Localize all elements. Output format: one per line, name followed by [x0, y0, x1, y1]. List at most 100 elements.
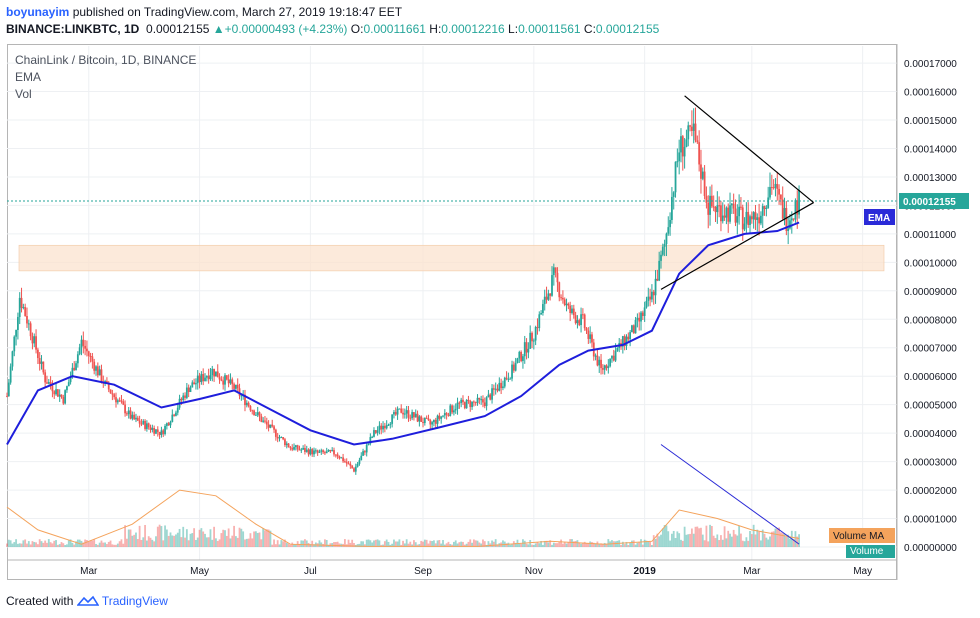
volume-bar: [752, 524, 755, 547]
volume-bar: [362, 541, 364, 547]
volume-bar: [649, 541, 651, 547]
volume-bar: [267, 529, 270, 547]
tradingview-brand[interactable]: TradingView: [101, 594, 168, 608]
legend-ema[interactable]: EMA: [15, 70, 42, 84]
volume-bar: [547, 542, 550, 547]
candle-body: [135, 417, 137, 420]
candle-body: [629, 332, 632, 340]
volume-bar: [382, 544, 384, 547]
symbol-label: BINANCE:LINKBTC, 1D: [6, 22, 140, 36]
candle-body: [120, 400, 123, 402]
candle-body: [40, 361, 43, 364]
volume-bar: [654, 538, 657, 547]
volume-bar: [507, 542, 510, 547]
candle-body: [66, 386, 68, 391]
volume-bar: [491, 540, 493, 547]
volume-bar: [681, 540, 684, 547]
candle-body: [509, 378, 512, 380]
volume-bar: [225, 535, 228, 547]
volume-bar: [287, 543, 290, 547]
volume-bar: [334, 542, 337, 547]
volume-bar: [254, 531, 257, 547]
username[interactable]: boyunayim: [6, 5, 70, 19]
candle-body: [113, 394, 116, 398]
volume-bar: [732, 529, 735, 547]
candle-body: [614, 350, 617, 361]
triangle-upper-trendline[interactable]: [684, 95, 814, 204]
volume-bar: [222, 529, 225, 547]
candle-body: [145, 423, 148, 429]
volume-bar: [363, 544, 366, 547]
volume-bar: [680, 539, 682, 547]
volume-bar: [336, 541, 339, 547]
candle-body: [785, 208, 788, 231]
volume-bar: [781, 533, 784, 547]
candle-body: [696, 140, 699, 143]
price-tick-label: 0.00002000: [904, 486, 957, 497]
candle-body: [772, 187, 775, 189]
volume-bar: [151, 539, 154, 547]
published-text: published on TradingView.com, March 27, …: [72, 5, 403, 19]
candle-body: [331, 450, 334, 452]
volume-bar: [645, 540, 648, 547]
candle-body: [651, 291, 653, 300]
candle-body: [781, 199, 784, 219]
volume-bar: [756, 529, 759, 547]
volume-bar: [393, 539, 395, 547]
volume-bar: [527, 544, 530, 547]
candle-body: [652, 291, 655, 296]
price-tag: 0.00012155: [899, 192, 969, 209]
candle-body: [727, 207, 730, 222]
volume-bar: [402, 540, 404, 547]
volume-bar: [745, 537, 748, 547]
volume-bar: [344, 539, 346, 547]
candle-body: [96, 366, 99, 376]
candle-body: [780, 194, 782, 200]
candle-body: [689, 125, 691, 127]
volume-bar: [627, 544, 630, 547]
volume-bar: [9, 540, 12, 547]
candle-body: [636, 317, 639, 320]
volume-ma-line[interactable]: [6, 489, 800, 547]
candle-body: [138, 420, 141, 424]
volume-bar: [567, 542, 570, 547]
volume-bar: [660, 534, 662, 547]
candle-body: [325, 451, 328, 454]
candle-body: [433, 419, 435, 423]
volume-bar: [49, 542, 52, 547]
candle-body: [167, 423, 170, 426]
ema-line[interactable]: [6, 221, 800, 446]
volume-bar: [324, 539, 326, 547]
candle-body: [149, 427, 152, 430]
volume-bar: [111, 544, 114, 547]
volume-bar: [213, 526, 215, 547]
time-axis: Mar May Jul Sep Nov 2019 Mar May: [80, 566, 872, 577]
open-label: O:: [350, 22, 364, 36]
volume-bar: [56, 544, 59, 547]
candle-body: [783, 208, 786, 219]
volume-bar: [293, 544, 295, 547]
candle-body: [634, 319, 637, 334]
candle-body: [91, 356, 94, 362]
volume-bar: [787, 534, 790, 547]
volume-bar: [576, 540, 579, 547]
volume-bar: [603, 542, 606, 547]
candle-body: [405, 410, 408, 414]
legend-vol[interactable]: Vol: [15, 87, 32, 101]
triangle-lower-trendline[interactable]: [660, 202, 814, 290]
support-zone[interactable]: [18, 244, 885, 272]
volume-trendline[interactable]: [660, 444, 800, 545]
volume-bar: [738, 525, 741, 547]
volume-bar: [647, 541, 650, 547]
candle-body: [456, 402, 459, 409]
volume-bar: [696, 526, 699, 547]
volume-bar: [405, 539, 408, 547]
candle-body: [153, 427, 156, 434]
volume-bar: [378, 540, 381, 547]
volume-bar: [700, 527, 702, 547]
volume-bar: [632, 540, 635, 547]
candle-body: [244, 394, 246, 406]
candle-body: [476, 397, 479, 403]
candle-body: [752, 212, 755, 220]
